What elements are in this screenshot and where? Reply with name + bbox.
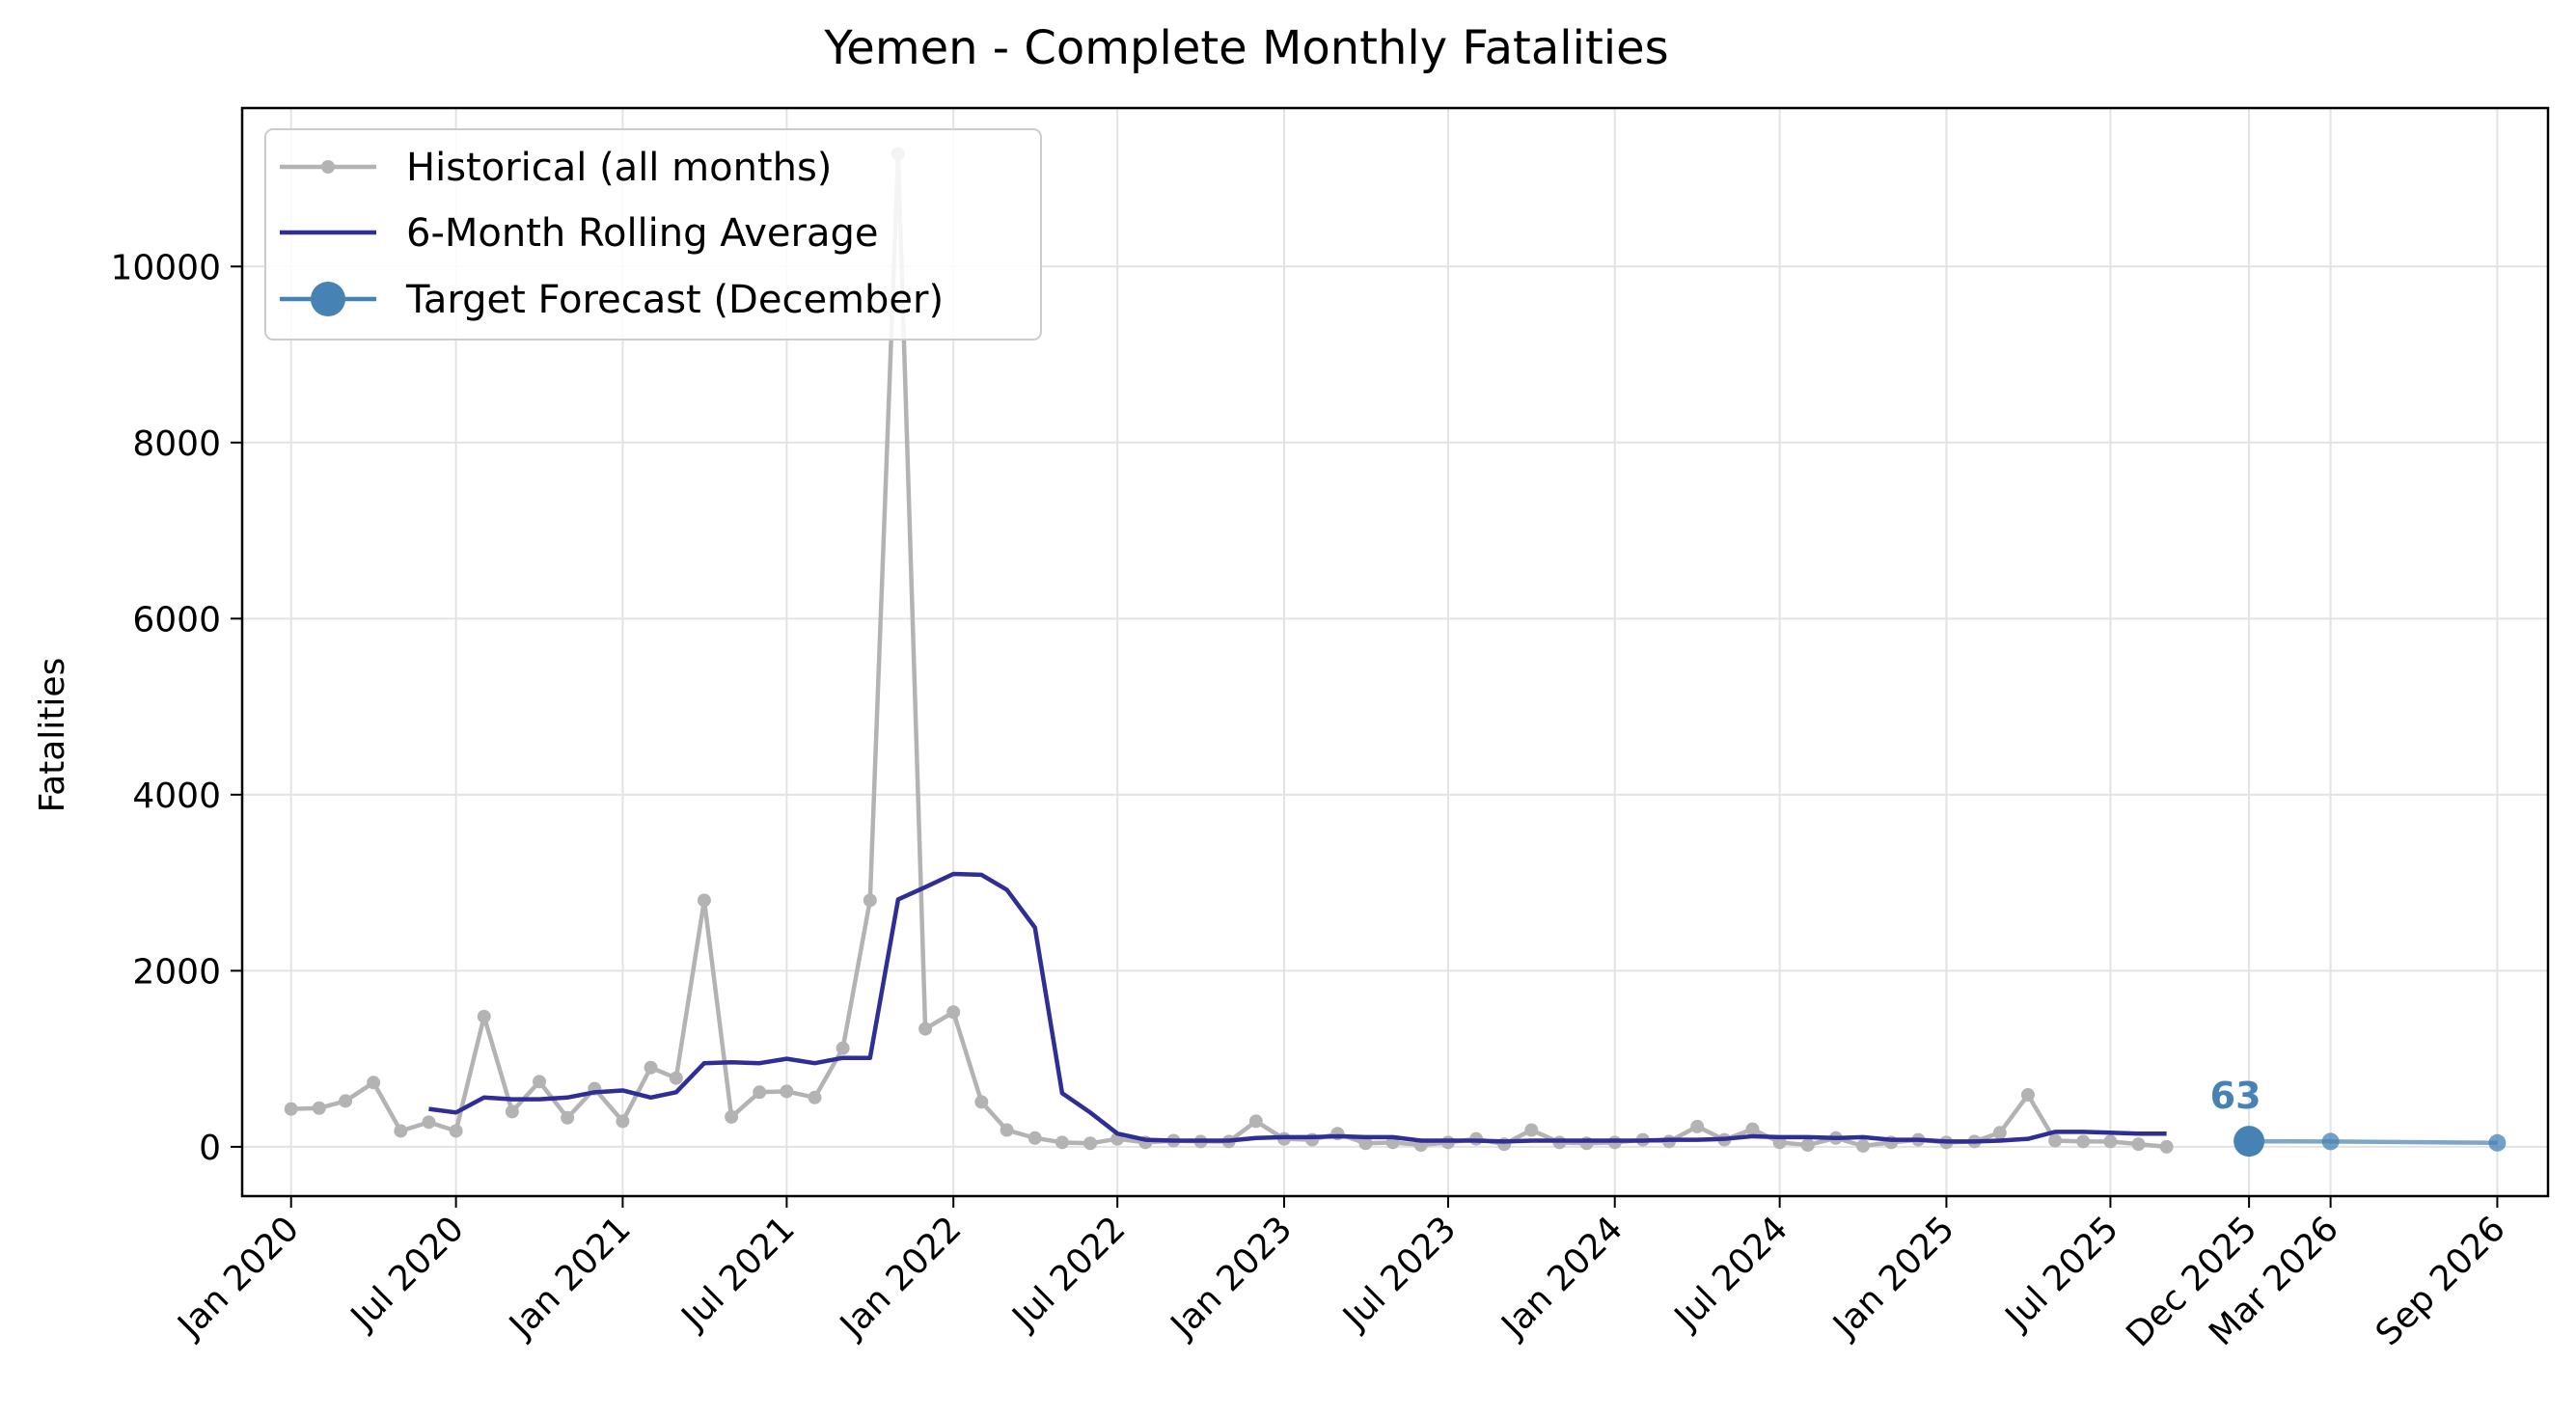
historical-point (505, 1104, 519, 1119)
annotations: 63 (2210, 1075, 2261, 1117)
historical-point (533, 1075, 547, 1089)
legend-swatch-marker (321, 160, 335, 174)
y-tick-label: 8000 (132, 424, 221, 464)
historical-point (367, 1076, 381, 1090)
series-layer (284, 147, 2507, 1158)
y-tick-label: 0 (199, 1129, 221, 1168)
historical-point (616, 1114, 630, 1129)
forecast-point (2321, 1132, 2340, 1151)
y-tick-label: 4000 (132, 777, 221, 816)
historical-point (2103, 1134, 2118, 1149)
historical-point (1856, 1138, 1871, 1153)
y-tick-label: 10000 (110, 248, 221, 287)
y-axis-label: Fatalities (33, 658, 72, 813)
historical-point (836, 1041, 850, 1055)
historical-point (918, 1022, 933, 1036)
historical-point (669, 1071, 683, 1085)
historical-point (697, 893, 711, 908)
forecast-line (2249, 1138, 2498, 1146)
legend-label: 6-Month Rolling Average (406, 211, 879, 256)
historical-point (644, 1060, 658, 1075)
historical-point (863, 893, 877, 908)
historical-point (394, 1124, 408, 1138)
historical-point (780, 1084, 794, 1099)
historical-point (2020, 1088, 2035, 1103)
historical-point (2048, 1133, 2063, 1148)
historical-point (1690, 1119, 1705, 1133)
historical-point (1028, 1131, 1042, 1145)
historical-point (1800, 1138, 1815, 1153)
historical-point (1745, 1122, 1760, 1136)
y-tick-label: 6000 (132, 600, 221, 640)
historical-point (1524, 1123, 1539, 1137)
historical-point (422, 1115, 436, 1130)
legend-label: Historical (all months) (406, 146, 832, 190)
historical-point (339, 1094, 353, 1108)
historical-point (2159, 1139, 2174, 1154)
historical-point (1248, 1114, 1263, 1129)
y-tick-label: 2000 (132, 952, 221, 992)
target-annotation: 63 (2210, 1075, 2261, 1117)
plot-frame (240, 106, 2550, 1198)
historical-point (753, 1085, 767, 1100)
target-forecast-point (2233, 1126, 2265, 1158)
forecast-point (2488, 1133, 2507, 1152)
historical-point (561, 1110, 575, 1125)
historical-point (974, 1095, 989, 1109)
historical-point (946, 1005, 961, 1020)
historical-point (808, 1090, 822, 1104)
historical-point (1992, 1126, 2007, 1140)
legend-swatch-marker (311, 282, 345, 316)
historical-point (1358, 1136, 1373, 1151)
historical-point (312, 1101, 326, 1115)
historical-point (2131, 1137, 2146, 1152)
historical-point (725, 1109, 739, 1124)
legend-label: Target Forecast (December) (405, 278, 944, 322)
historical-point (477, 1009, 491, 1023)
historical-point (1055, 1135, 1069, 1150)
legend: Historical (all months) 6-Month Rolling A… (264, 128, 1042, 341)
chart-title: Yemen - Complete Monthly Fatalities (823, 21, 1668, 75)
historical-point (2076, 1134, 2091, 1149)
historical-point (1082, 1136, 1097, 1151)
rolling-average-line (428, 871, 2167, 1144)
historical-point (284, 1102, 298, 1116)
historical-point (1000, 1123, 1014, 1137)
legend-box (264, 128, 1042, 341)
historical-point (449, 1124, 463, 1138)
